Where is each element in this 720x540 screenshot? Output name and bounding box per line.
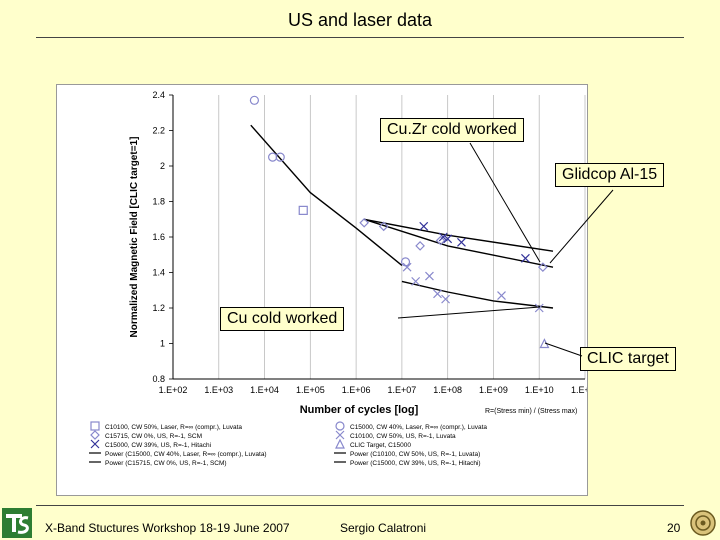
legend-label: C15000, CW 39%, US, R=-1, Hitachi — [105, 442, 211, 449]
legend-label: C15000, CW 40%, Laser, R=∞ (compr.), Luv… — [350, 424, 487, 431]
data-point-cross — [425, 271, 434, 281]
y-tick-label: 0.8 — [152, 374, 165, 384]
leader-cu — [397, 306, 541, 319]
x-tick-label: 1.E+07 — [387, 385, 416, 395]
chart-svg: 1.E+02 1.E+03 1.E+04 1.E+05 1.E+06 1.E+07 1.E+… — [89, 90, 587, 467]
x-tick-label: 1.E+06 — [342, 385, 371, 395]
x-tick-label: 1.E+05 — [296, 385, 325, 395]
cern-seal-icon — [690, 510, 716, 536]
y-axis-label: Normalized Magnetic Field [CLIC target=1… — [129, 137, 140, 338]
callout-clic: CLIC target — [580, 347, 676, 371]
data-point-x — [443, 234, 453, 244]
y-tick-label: 1.4 — [152, 268, 165, 278]
y-tick-label: 2.4 — [152, 90, 165, 100]
legend-label: C15715, CW 0%, US, R=-1, SCM — [105, 433, 202, 440]
data-point-square — [298, 205, 308, 215]
legend-marker-square — [90, 421, 100, 431]
footer-event: X-Band Stuctures Workshop 18-19 June 200… — [45, 521, 290, 535]
y-tick-label: 1.6 — [152, 232, 165, 242]
ts-logo — [2, 508, 32, 538]
data-point-cross — [411, 276, 421, 286]
legend: C10100, CW 50%, Laser, R=∞ (compr.), Luv… — [89, 424, 487, 467]
x-tick-label: 1.E+02 — [159, 385, 188, 395]
footer-divider — [36, 505, 684, 506]
fit-curve — [364, 218, 554, 252]
y-tick-label: 1.2 — [152, 303, 165, 313]
page-number: 20 — [667, 521, 681, 535]
legend-marker-circle — [335, 421, 345, 431]
data-point-cross — [441, 294, 450, 304]
x-tick-label: 1.E+09 — [479, 385, 508, 395]
x-tick-label: 1.E+04 — [250, 385, 279, 395]
y-tick-label: 1 — [160, 339, 165, 349]
x-tick-label: 1.E+10 — [525, 385, 554, 395]
leader-glidcop — [549, 189, 614, 264]
callout-cuzr: Cu.Zr cold worked — [380, 118, 524, 142]
data-point-diamond — [359, 217, 370, 228]
legend-label: CLIC Target, C15000 — [350, 442, 411, 449]
x-tick-label: 1.E+08 — [433, 385, 462, 395]
y-tick-label: 1.8 — [152, 197, 165, 207]
fit-curve — [363, 218, 554, 268]
data-point-cross — [433, 289, 442, 299]
data-point-diamond — [378, 221, 389, 232]
fit-curve — [250, 124, 403, 266]
leader-clic — [544, 342, 583, 357]
data-point-diamond — [415, 241, 425, 251]
chart-frame: 1.E+02 1.E+03 1.E+04 1.E+05 1.E+06 1.E+07 1.E+… — [56, 84, 588, 496]
fit-curve — [401, 280, 554, 309]
data-point-circle — [275, 152, 285, 162]
x-tick-label: 1.E+11 — [571, 385, 587, 395]
x-tick-label: 1.E+03 — [204, 385, 233, 395]
legend-marker-cross — [335, 430, 345, 440]
legend-label: C10100, CW 50%, US, R=-1, Luvata — [350, 433, 456, 440]
legend-marker-x — [90, 439, 100, 449]
data-point-cross — [497, 291, 506, 300]
legend-marker-diamond — [90, 430, 100, 440]
callout-glidcop: Glidcop Al-15 — [555, 163, 665, 187]
y-tick-label: 2.2 — [152, 126, 165, 136]
chart-note: R=(Stress min) / (Stress max) — [485, 408, 577, 415]
leader-cuzr — [469, 142, 541, 263]
title-divider — [36, 37, 684, 38]
legend-label: Power (C15000, CW 39%, US, R=-1, Hitachi… — [350, 460, 481, 467]
data-point-x — [457, 237, 466, 247]
data-point-circle — [249, 95, 259, 105]
legend-label: Power (C15715, CW 0%, US, R=-1, SCM) — [105, 460, 227, 467]
data-point-diamond — [435, 235, 446, 246]
data-point-cross — [534, 303, 544, 313]
y-tick-label: 2 — [160, 161, 165, 171]
data-point-cross — [402, 262, 412, 272]
x-axis-label: Number of cycles [log] — [300, 404, 419, 416]
callout-cu: Cu cold worked — [220, 307, 345, 331]
legend-marker-triangle — [335, 438, 345, 449]
legend-label: Power (C15000, CW 40%, Laser, R=∞ (compr… — [105, 451, 267, 458]
legend-label: C10100, CW 50%, Laser, R=∞ (compr.), Luv… — [105, 424, 242, 431]
data-point-diamond — [537, 262, 548, 273]
slide-title: US and laser data — [287, 10, 433, 30]
data-point-x — [521, 253, 530, 263]
legend-label: Power (C10100, CW 50%, US, R=-1, Luvata) — [350, 451, 480, 458]
data-point-x — [438, 232, 448, 242]
footer-author: Sergio Calatroni — [340, 521, 427, 535]
data-point-x — [419, 221, 429, 231]
